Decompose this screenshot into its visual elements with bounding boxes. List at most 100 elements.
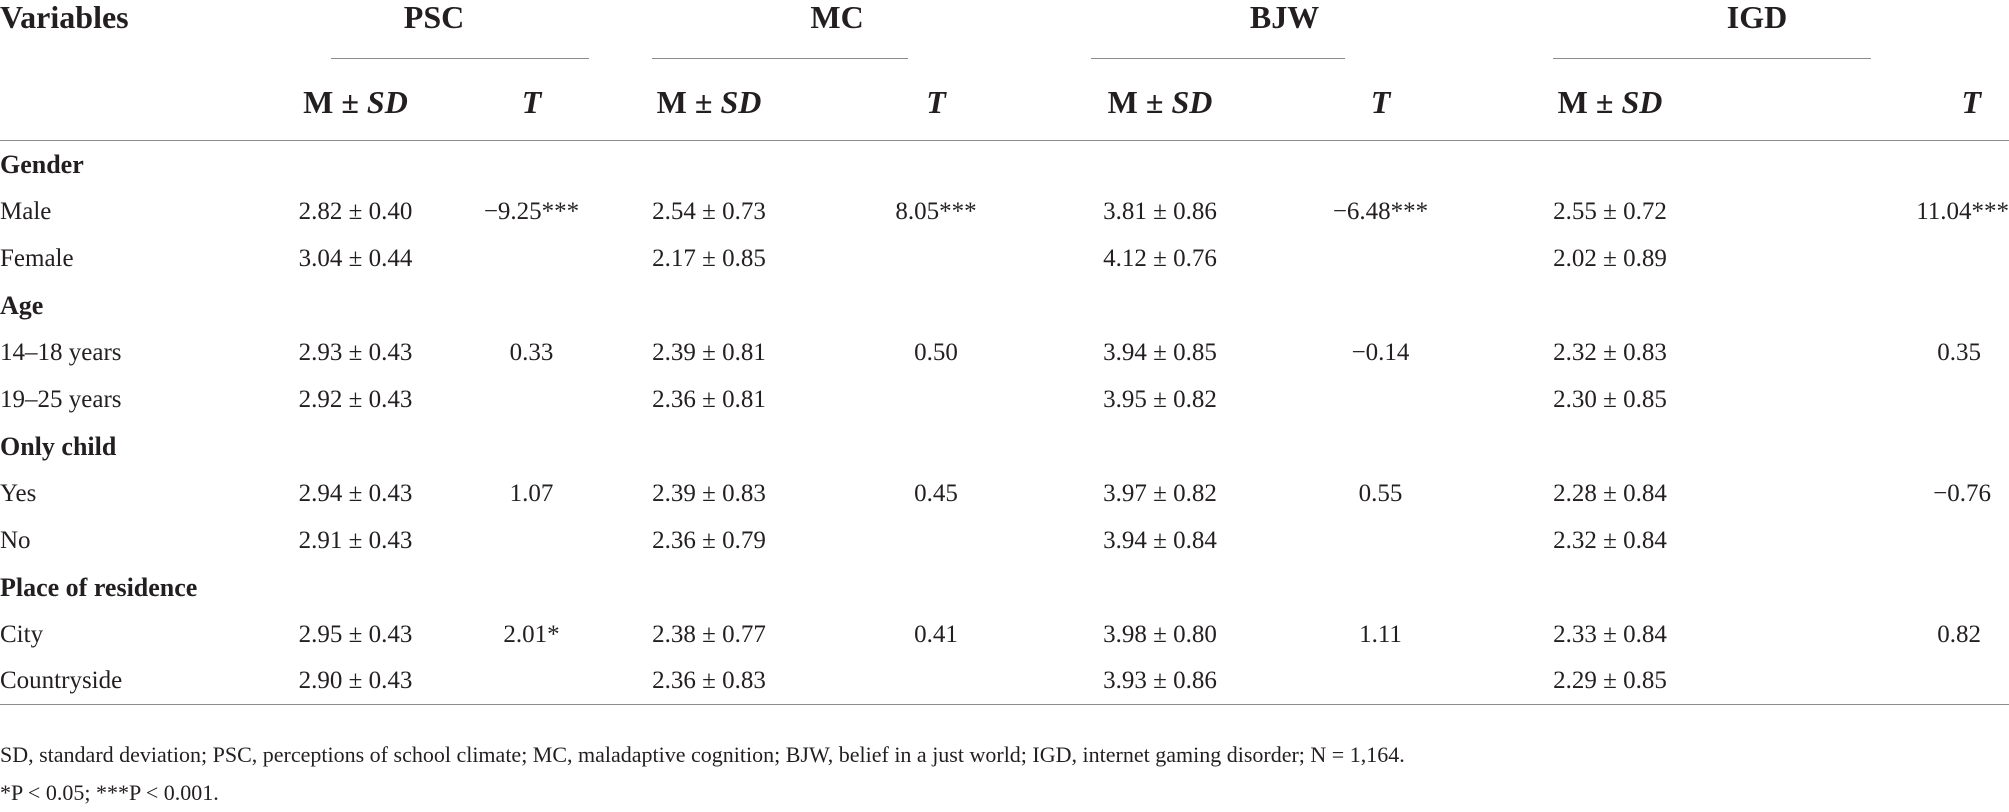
row-label: Yes — [0, 479, 37, 507]
section-title: Gender — [0, 149, 84, 179]
cell-mc-ms: 2.36 ± 0.83 — [610, 658, 809, 705]
table-row: Countryside 2.90 ± 0.43 2.36 ± 0.83 3.93… — [0, 658, 2009, 705]
footnote-significance: *P < 0.05; ***P < 0.001. — [0, 780, 219, 805]
row-label: City — [0, 620, 44, 648]
cell-mc-ms: 2.36 ± 0.79 — [652, 526, 766, 554]
cell-psc-t — [453, 517, 610, 564]
cell-bjw-ms: 4.12 ± 0.76 — [1103, 244, 1217, 272]
row-label: 14–18 years — [0, 338, 122, 366]
subheader-row: M ± SD T M ± SD T M ± SD T M ± SD T — [0, 64, 2009, 141]
subheader-igd-mean-sd: M ± SD — [1505, 64, 1716, 141]
section-title: Age — [0, 290, 44, 320]
cell-igd-ms: 2.32 ± 0.83 — [1553, 338, 1667, 366]
cell-mc-t — [808, 658, 1065, 705]
cell-bjw-ms: 3.98 ± 0.80 — [1103, 620, 1217, 648]
igd-underline — [1553, 58, 1872, 59]
cell-bjw-ms: 3.95 ± 0.82 — [1103, 385, 1217, 413]
cell-igd-t — [1715, 376, 2009, 423]
cell-bjw-ms: 3.81 ± 0.86 — [1103, 197, 1217, 225]
cell-bjw-t: −6.48*** — [1332, 197, 1429, 225]
cell-igd-t — [1715, 658, 2009, 705]
subheader-empty — [0, 64, 258, 141]
descriptive-stats-table: Variables PSC MC BJW IGD M ± SD T M ± SD… — [0, 0, 2009, 705]
table-footnotes: SD, standard deviation; PSC, perceptions… — [0, 736, 1405, 812]
cell-psc-t — [453, 376, 610, 423]
cell-mc-t — [808, 376, 1064, 423]
cell-igd-t: 11.04*** — [1916, 197, 2009, 225]
mc-underline — [652, 58, 909, 59]
cell-igd-t: −0.76 — [1933, 479, 1992, 507]
table-row: Yes 2.94 ± 0.43 1.07 2.39 ± 0.83 0.45 3.… — [0, 470, 2009, 517]
cell-psc-ms: 2.94 ± 0.43 — [298, 479, 413, 507]
cell-mc-t: 0.41 — [914, 620, 958, 648]
cell-igd-ms: 2.29 ± 0.85 — [1505, 658, 1716, 705]
cell-psc-t — [453, 235, 610, 282]
subheader-bjw-mean-sd: M ± SD — [1064, 64, 1257, 141]
row-label: No — [0, 526, 31, 554]
cell-bjw-ms: 3.93 ± 0.86 — [1064, 658, 1257, 705]
cell-psc-t: 2.01* — [503, 620, 560, 648]
cell-igd-t — [1715, 517, 2009, 564]
cell-mc-t: 0.45 — [914, 479, 958, 507]
cell-psc-ms: 2.82 ± 0.40 — [298, 197, 413, 225]
table-row: 14–18 years 2.93 ± 0.43 0.33 2.39 ± 0.81… — [0, 329, 2009, 376]
cell-bjw-t: 0.55 — [1358, 479, 1403, 507]
cell-igd-ms: 2.02 ± 0.89 — [1553, 244, 1667, 272]
section-row: Place of residence — [0, 564, 2009, 611]
cell-bjw-t — [1256, 517, 1505, 564]
cell-bjw-t — [1256, 376, 1505, 423]
cell-psc-t: 1.07 — [509, 479, 554, 507]
cell-bjw-ms: 3.94 ± 0.85 — [1103, 338, 1217, 366]
subheader-igd-t: T — [1715, 64, 2009, 141]
group-header-mc: MC — [810, 0, 864, 35]
cell-bjw-t: −0.14 — [1351, 338, 1410, 366]
cell-psc-ms: 2.90 ± 0.43 — [258, 658, 453, 705]
cell-psc-t: 0.33 — [509, 338, 554, 366]
cell-bjw-t: 1.11 — [1359, 620, 1402, 648]
table-row: City 2.95 ± 0.43 2.01* 2.38 ± 0.77 0.41 … — [0, 611, 2009, 658]
cell-psc-ms: 2.95 ± 0.43 — [298, 620, 413, 648]
section-row: Only child — [0, 423, 2009, 470]
subheader-bjw-t: T — [1256, 64, 1506, 141]
row-label: Countryside — [0, 658, 258, 705]
variables-header: Variables — [0, 0, 129, 35]
section-title: Only child — [0, 431, 117, 461]
cell-mc-t — [808, 235, 1064, 282]
cell-igd-ms: 2.55 ± 0.72 — [1553, 197, 1667, 225]
cell-bjw-ms: 3.94 ± 0.84 — [1103, 526, 1217, 554]
row-label: Male — [0, 197, 52, 225]
table-row: No 2.91 ± 0.43 2.36 ± 0.79 3.94 ± 0.84 2… — [0, 517, 2009, 564]
cell-bjw-t — [1256, 658, 1506, 705]
cell-bjw-ms: 3.97 ± 0.82 — [1103, 479, 1217, 507]
section-row: Age — [0, 282, 2009, 329]
table-row: 19–25 years 2.92 ± 0.43 2.36 ± 0.81 3.95… — [0, 376, 2009, 423]
cell-psc-t: −9.25*** — [483, 197, 580, 225]
cell-igd-t — [1715, 235, 2009, 282]
cell-mc-ms: 2.17 ± 0.85 — [652, 244, 766, 272]
group-underline-row — [0, 54, 2009, 64]
table-row: Female 3.04 ± 0.44 2.17 ± 0.85 4.12 ± 0.… — [0, 235, 2009, 282]
cell-mc-ms: 2.38 ± 0.77 — [652, 620, 766, 648]
cell-psc-ms: 2.93 ± 0.43 — [298, 338, 413, 366]
table-row: Male 2.82 ± 0.40 −9.25*** 2.54 ± 0.73 8.… — [0, 188, 2009, 235]
cell-psc-ms: 2.92 ± 0.43 — [298, 385, 413, 413]
cell-mc-ms: 2.39 ± 0.83 — [652, 479, 766, 507]
row-label: 19–25 years — [0, 385, 122, 413]
cell-mc-ms: 2.36 ± 0.81 — [652, 385, 766, 413]
group-header-igd: IGD — [1726, 0, 1788, 35]
section-title: Place of residence — [0, 572, 198, 602]
group-header-row: Variables PSC MC BJW IGD — [0, 0, 2009, 54]
row-label: Female — [0, 244, 74, 272]
cell-psc-ms: 3.04 ± 0.44 — [298, 244, 413, 272]
subheader-mc-t: T — [808, 64, 1065, 141]
cell-igd-ms: 2.28 ± 0.84 — [1553, 479, 1667, 507]
cell-mc-t: 0.50 — [914, 338, 958, 366]
cell-mc-t: 8.05*** — [895, 197, 977, 225]
subheader-mc-mean-sd: M ± SD — [610, 64, 809, 141]
cell-igd-ms: 2.33 ± 0.84 — [1553, 620, 1667, 648]
cell-mc-ms: 2.39 ± 0.81 — [652, 338, 766, 366]
cell-igd-ms: 2.32 ± 0.84 — [1553, 526, 1667, 554]
cell-psc-t — [453, 658, 611, 705]
cell-mc-t — [808, 517, 1064, 564]
